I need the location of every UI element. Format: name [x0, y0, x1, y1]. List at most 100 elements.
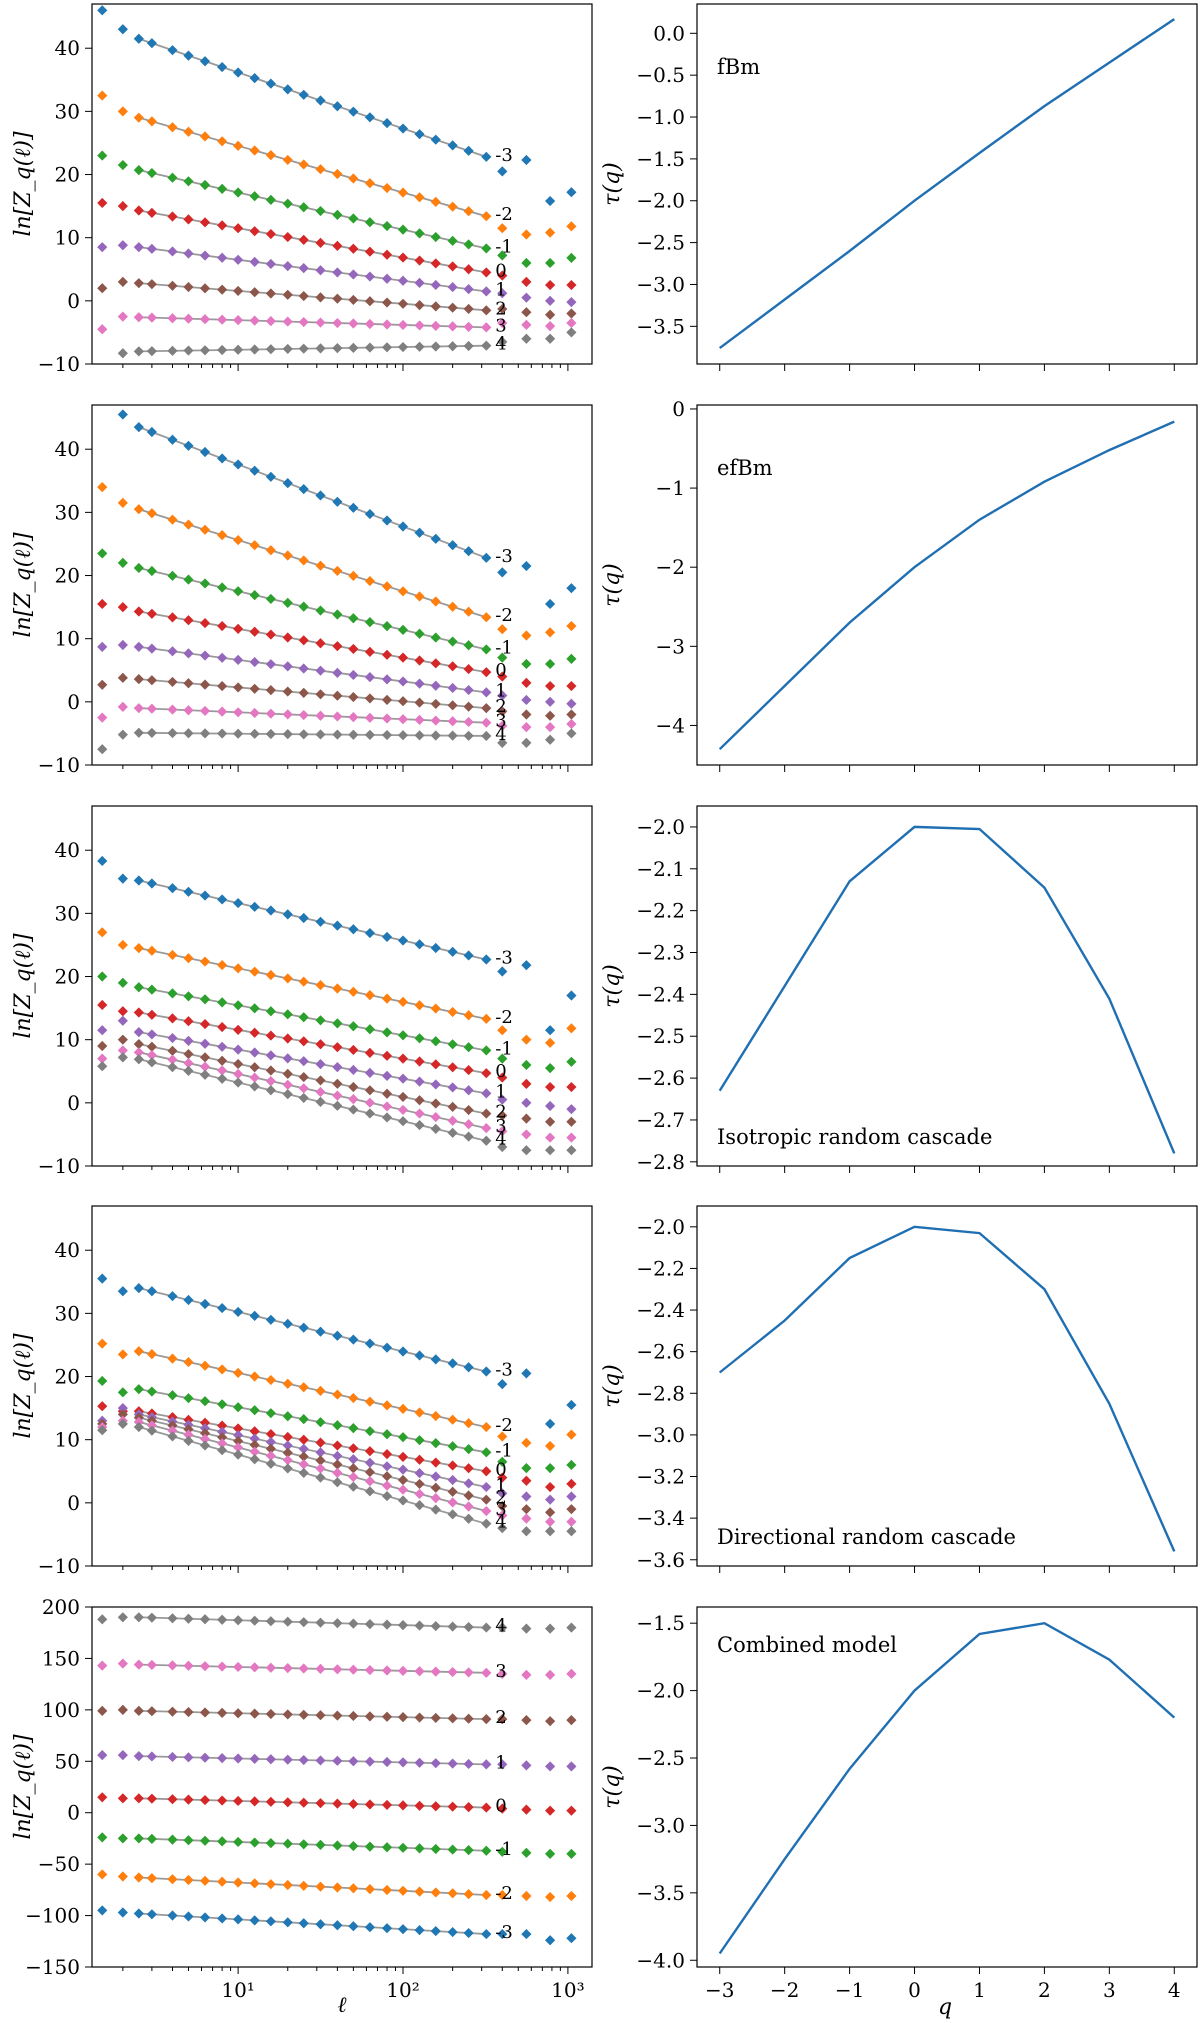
data-point	[381, 993, 393, 1004]
data-point	[545, 257, 556, 269]
data-point	[298, 290, 309, 302]
fit-line	[138, 707, 487, 724]
series-q-3: -3	[117, 409, 577, 610]
data-point	[249, 191, 260, 202]
data-point	[463, 1010, 474, 1021]
data-point	[249, 1662, 260, 1673]
data-point	[521, 658, 532, 670]
data-point	[315, 1437, 326, 1448]
data-point	[233, 682, 244, 693]
data-point	[298, 1092, 309, 1104]
data-point	[217, 1913, 228, 1924]
q-label: 4	[495, 1129, 506, 1150]
data-point	[117, 1750, 128, 1761]
data-point	[430, 942, 441, 954]
data-point	[430, 341, 441, 352]
data-point	[117, 1793, 128, 1804]
y-tick-label: −10	[38, 753, 80, 777]
data-point	[566, 698, 577, 709]
q-label: -3	[495, 145, 513, 166]
data-point	[463, 340, 474, 352]
data-point	[199, 217, 211, 228]
fit-line	[138, 1051, 487, 1129]
data-point	[364, 729, 376, 740]
tau-panel-4: −3.6 −3.4 −3.2 −3.0 −2.8 −2.6 −2.4 −2.2 −2.0 τ(q)…	[600, 1205, 1198, 1573]
x-tick-label: 2	[1038, 1978, 1051, 2002]
data-point	[463, 950, 474, 961]
data-point	[348, 1021, 359, 1032]
data-point	[397, 224, 409, 235]
data-point	[167, 1706, 178, 1717]
data-point	[199, 345, 211, 356]
data-point	[282, 709, 293, 720]
data-point	[348, 643, 359, 655]
data-point	[97, 1905, 108, 1916]
data-point	[381, 1449, 393, 1460]
data-point	[348, 1454, 359, 1465]
data-point	[217, 1399, 228, 1410]
data-point	[414, 320, 425, 331]
data-point	[566, 1478, 577, 1489]
x-tick-label: 10³	[551, 1978, 584, 2002]
data-point	[265, 1879, 276, 1890]
data-point	[233, 1708, 244, 1719]
data-point	[117, 1658, 128, 1669]
data-point	[397, 1842, 409, 1853]
data-point	[545, 1891, 556, 1903]
data-point	[364, 1476, 376, 1487]
data-point	[430, 1098, 441, 1109]
data-point	[397, 1053, 409, 1064]
data-point	[364, 1711, 376, 1722]
data-point	[217, 1836, 228, 1847]
fit-line	[138, 1709, 487, 1721]
data-point	[364, 296, 376, 307]
y-axis-label: ln[Z_q(ℓ)]	[11, 1333, 36, 1438]
q-label: -1	[495, 637, 513, 658]
data-point	[249, 728, 260, 739]
data-point	[332, 1710, 343, 1721]
data-point	[146, 1029, 157, 1040]
data-point	[348, 1481, 359, 1492]
data-point	[167, 883, 178, 894]
data-point	[414, 527, 425, 538]
data-point	[447, 730, 458, 741]
data-point	[315, 1059, 326, 1070]
data-point	[233, 897, 244, 909]
data-point	[545, 279, 556, 291]
y-tick-label: 0	[67, 1091, 80, 1115]
data-point	[545, 1116, 556, 1127]
q-label: 1	[495, 1081, 506, 1102]
data-point	[521, 1526, 532, 1537]
data-point	[545, 1418, 556, 1429]
data-point	[217, 530, 228, 541]
data-point	[133, 346, 144, 357]
data-point	[414, 591, 425, 602]
data-point	[199, 994, 211, 1005]
data-point	[265, 1374, 276, 1386]
data-point	[233, 1024, 244, 1035]
data-point	[133, 112, 144, 123]
data-point	[332, 641, 343, 652]
data-point	[167, 704, 178, 715]
data-point	[430, 715, 441, 726]
data-point	[414, 1056, 425, 1067]
data-point	[447, 302, 458, 313]
data-point	[315, 1472, 326, 1483]
data-point	[348, 269, 359, 280]
data-point	[298, 663, 309, 674]
data-point	[332, 1078, 343, 1089]
data-point	[298, 1083, 309, 1094]
data-point	[265, 1838, 276, 1849]
data-point	[430, 1504, 441, 1515]
data-point	[463, 606, 474, 617]
data-point	[447, 700, 458, 711]
fit-line	[138, 1416, 487, 1501]
data-point	[265, 228, 276, 240]
data-point	[233, 623, 244, 634]
data-point	[315, 265, 326, 276]
y-tick-label: −2.5	[636, 231, 685, 255]
data-point	[348, 1664, 359, 1675]
data-point	[545, 295, 556, 306]
data-point	[447, 1115, 458, 1126]
x-tick-label: 3	[1103, 1978, 1116, 2002]
